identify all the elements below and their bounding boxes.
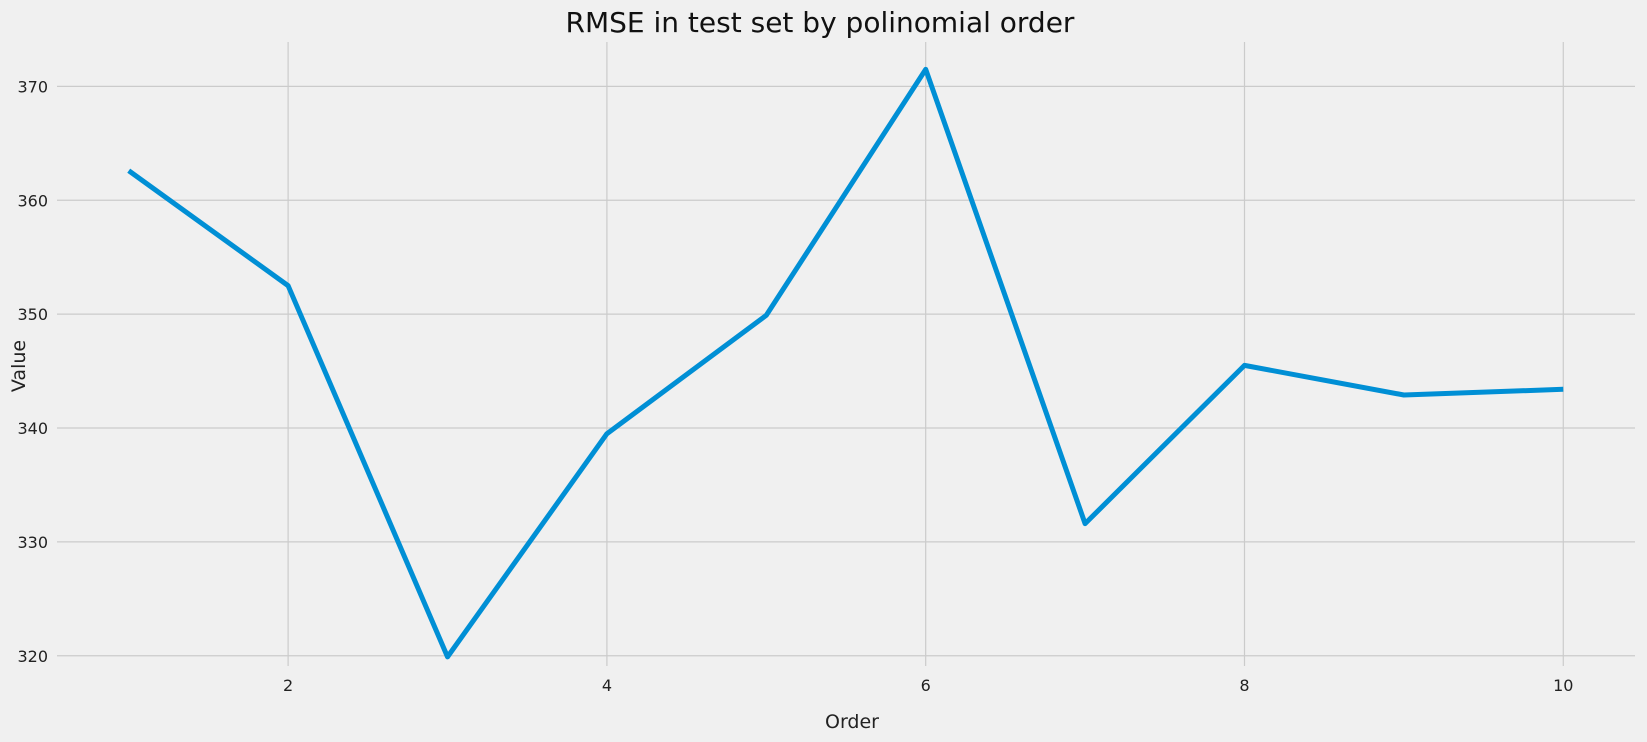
chart-title: RMSE in test set by polinomial order	[566, 6, 1075, 39]
series-layer	[127, 66, 1564, 660]
x-tick-label: 4	[602, 676, 612, 695]
y-tick-label: 370	[17, 77, 48, 96]
y-tick-label: 360	[17, 191, 48, 210]
grid-lines	[57, 42, 1635, 666]
y-tick-label: 340	[17, 419, 48, 438]
y-tick-label: 350	[17, 305, 48, 324]
x-tick-label: 2	[283, 676, 293, 695]
x-axis-title: Order	[825, 711, 879, 733]
x-tick-label: 10	[1553, 676, 1573, 695]
tick-labels: 320 330 340 350 360 370 2 4 6 8 10	[17, 77, 1573, 695]
y-axis-title: Value	[8, 340, 30, 392]
x-tick-label: 6	[921, 676, 931, 695]
series-line	[127, 66, 1564, 660]
y-tick-label: 330	[17, 533, 48, 552]
y-tick-label: 320	[17, 647, 48, 666]
x-tick-label: 8	[1239, 676, 1249, 695]
